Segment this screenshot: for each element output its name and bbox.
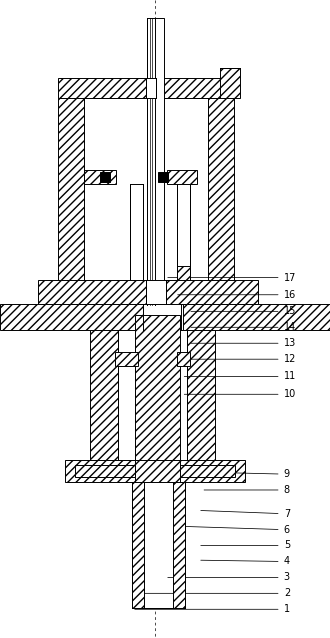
Text: 17: 17	[284, 272, 296, 283]
Text: 8: 8	[284, 485, 290, 495]
Bar	[146, 280, 166, 304]
Text: 15: 15	[284, 306, 296, 316]
Bar	[135, 460, 180, 482]
Text: 2: 2	[284, 588, 290, 598]
Bar	[180, 465, 235, 477]
Text: 1: 1	[284, 604, 290, 614]
Text: 6: 6	[284, 524, 290, 535]
Bar	[38, 280, 258, 304]
Text: 12: 12	[284, 354, 296, 364]
Text: 13: 13	[284, 338, 296, 348]
Text: 4: 4	[284, 556, 290, 567]
Bar	[146, 78, 156, 98]
Bar	[173, 482, 185, 608]
Bar	[177, 352, 190, 366]
Text: 14: 14	[284, 322, 296, 332]
Text: 5: 5	[284, 540, 290, 551]
Bar	[167, 170, 197, 184]
Text: 10: 10	[284, 389, 296, 399]
Text: 7: 7	[284, 508, 290, 519]
Bar	[118, 362, 135, 460]
Text: 11: 11	[284, 371, 296, 382]
Bar	[84, 98, 208, 280]
Bar	[158, 172, 168, 182]
Bar	[58, 78, 234, 98]
Bar	[75, 465, 135, 477]
Bar	[220, 68, 240, 98]
Bar	[208, 98, 234, 280]
Bar	[115, 352, 138, 366]
Bar	[144, 482, 173, 608]
Bar	[84, 170, 116, 184]
Text: 3: 3	[284, 572, 290, 582]
Bar	[65, 460, 245, 482]
Bar	[147, 18, 164, 305]
Bar	[143, 304, 183, 330]
Bar	[100, 172, 110, 182]
Bar	[130, 184, 143, 280]
Text: 9: 9	[284, 469, 290, 479]
Bar	[132, 482, 144, 608]
Bar	[0, 304, 330, 330]
Bar	[177, 184, 190, 280]
Bar	[58, 98, 84, 280]
Bar	[187, 330, 215, 460]
Text: 16: 16	[284, 290, 296, 300]
Bar	[177, 266, 190, 280]
Bar	[135, 315, 180, 460]
Bar	[90, 330, 118, 460]
